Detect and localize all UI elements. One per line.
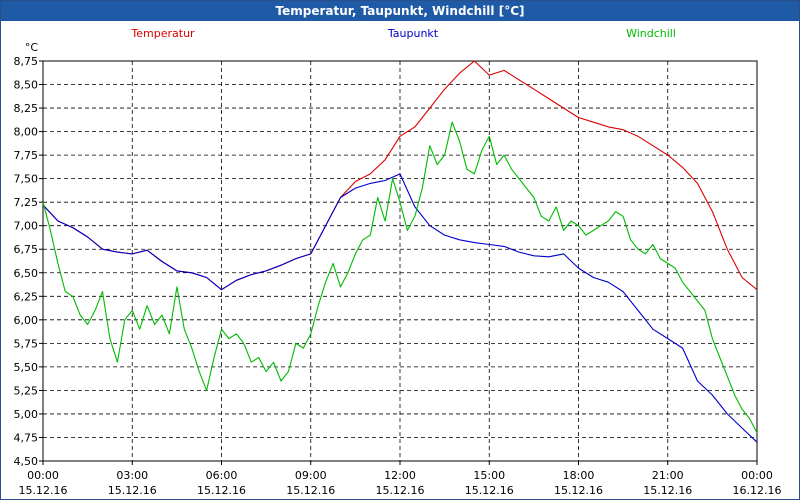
y-tick-label: 6,50 [14,267,39,280]
chart-title: Temperatur, Taupunkt, Windchill [°C] [1,1,799,21]
series-line-windchill [42,121,758,434]
y-tick-label: 7,75 [14,149,39,162]
y-tick-label: 7,25 [14,196,39,209]
y-tick-label: 8,25 [14,102,39,115]
legend-item-windchill: Windchill [626,27,676,40]
grid [42,60,758,462]
legend-item-temperatur: Temperatur [130,27,195,40]
x-tick-time-label: 18:00 [563,469,595,482]
y-tick-label: 4,75 [14,431,39,444]
x-tick-date-label: 15.12.16 [108,484,157,497]
x-tick-date-label: 15.12.16 [286,484,335,497]
y-tick-label: 5,00 [14,408,39,421]
chart-plot: 4,50 4,75 5,00 5,25 5,50 5,75 6,00 6,25 6,50 6,75… [14,27,782,497]
x-tick-date-label: 15.12.16 [19,484,68,497]
legend-item-taupunkt: Taupunkt [387,27,439,40]
y-tick-label: 8,50 [14,79,39,92]
x-tick-date-label: 15.12.16 [376,484,425,497]
x-tick-date-label: 15.12.16 [643,484,692,497]
y-axis-unit: °C [25,41,39,54]
x-tick-time-label: 00:00 [27,469,59,482]
x-tick-time-label: 09:00 [295,469,327,482]
y-tick-label: 5,25 [14,384,39,397]
y-tick-label: 6,00 [14,314,39,327]
y-tick-label: 6,75 [14,243,39,256]
x-tick-time-label: 21:00 [652,469,684,482]
x-tick-time-label: 03:00 [116,469,148,482]
y-tick-label: 4,50 [14,455,39,468]
y-tick-label: 6,25 [14,290,39,303]
legend: Temperatur Taupunkt Windchill [130,27,676,40]
x-tick-date-label: 15.12.16 [197,484,246,497]
y-tick-label: 8,00 [14,126,39,139]
x-tick-time-label: 12:00 [384,469,416,482]
x-tick-time-label: 15:00 [473,469,505,482]
y-tick-label: 7,00 [14,220,39,233]
y-tick-label: 7,50 [14,173,39,186]
y-tick-label: 5,75 [14,337,39,350]
series-lines [42,60,758,443]
x-tick-time-label: 00:00 [741,469,773,482]
x-tick-date-label: 15.12.16 [554,484,603,497]
axes: 4,50 4,75 5,00 5,25 5,50 5,75 6,00 6,25 6,50 6,75… [14,41,782,497]
y-tick-label: 8,75 [14,55,39,68]
y-tick-label: 5,50 [14,361,39,374]
series-line-taupunkt [42,173,758,443]
x-tick-date-label: 16.12.16 [733,484,782,497]
x-tick-time-label: 06:00 [206,469,238,482]
x-tick-date-label: 15.12.16 [465,484,514,497]
